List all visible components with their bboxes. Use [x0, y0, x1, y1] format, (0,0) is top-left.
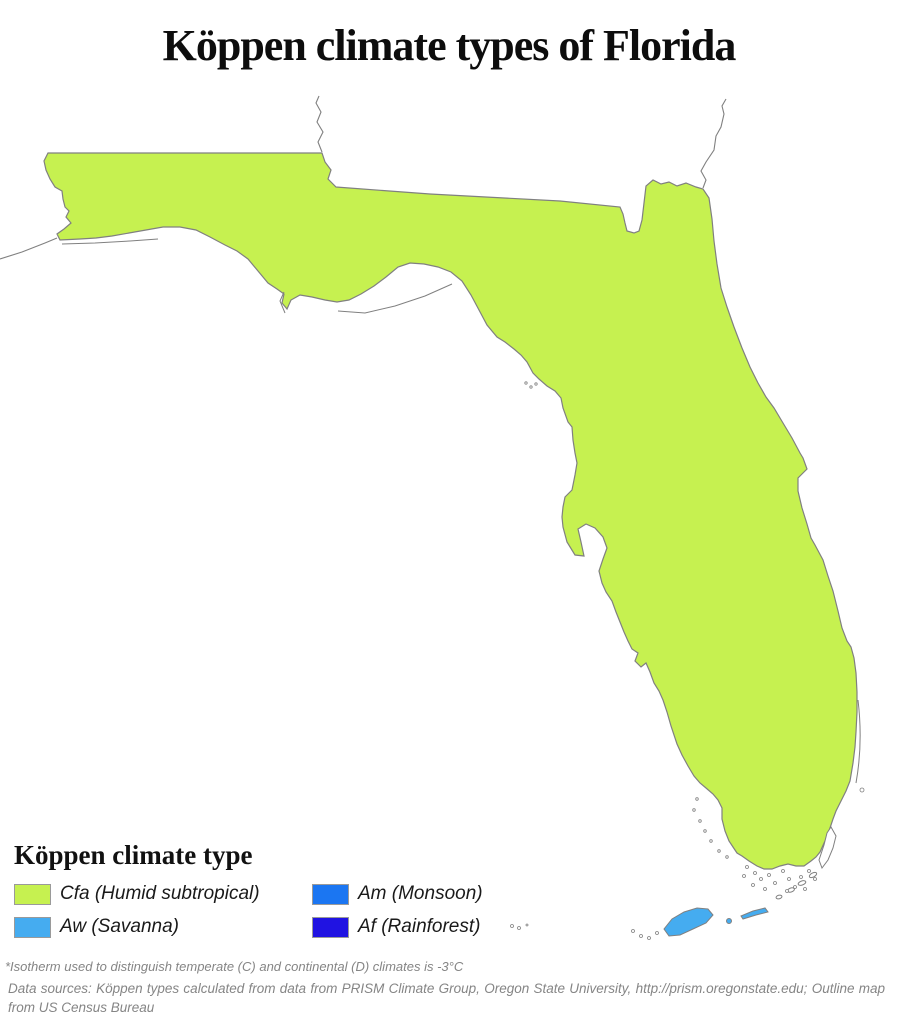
alabama-coast-line [0, 237, 58, 260]
lower-keys-island [663, 907, 714, 937]
small-key [726, 918, 732, 924]
legend-column-right: Am (Monsoon) Af (Rainforest) [312, 883, 534, 938]
legend-label-af: Af (Rainforest) [358, 916, 481, 937]
middle-keys-island [740, 907, 769, 920]
legend-item-af: Af (Rainforest) [312, 916, 534, 938]
legend: Köppen climate type Cfa (Humid subtropic… [14, 840, 534, 938]
florida-keys [663, 826, 837, 937]
legend-item-cfa: Cfa (Humid subtropical) [14, 883, 312, 905]
santa-rosa-island [61, 238, 159, 245]
legend-column-left: Cfa (Humid subtropical) Aw (Savanna) [14, 883, 312, 938]
page-title: Köppen climate types of Florida [162, 21, 737, 70]
legend-item-aw: Aw (Savanna) [14, 916, 312, 938]
georgia-coast-line [700, 98, 727, 189]
upper-keys-islet [797, 880, 807, 886]
legend-title: Köppen climate type [14, 840, 253, 870]
legend-grid: Cfa (Humid subtropical) Aw (Savanna) Am … [14, 883, 534, 938]
aw-color-swatch [14, 916, 51, 938]
legend-label-cfa: Cfa (Humid subtropical) [60, 883, 260, 904]
isotherm-footnote: *Isotherm used to distinguish temperate … [5, 959, 464, 974]
upper-keys-islet [808, 871, 818, 879]
footnotes: *Isotherm used to distinguish temperate … [5, 958, 885, 1017]
st-joseph-spit [279, 291, 286, 314]
florida-outline [43, 152, 858, 870]
neighbor-state-borders [0, 95, 727, 260]
barrier-islands [61, 238, 861, 784]
legend-item-am: Am (Monsoon) [312, 883, 534, 905]
cfa-color-swatch [14, 883, 51, 905]
key-largo-island [818, 826, 837, 870]
chattahoochee-river-line [315, 95, 324, 153]
upper-keys-islet [775, 894, 783, 900]
biscayne-barrier [855, 699, 861, 784]
legend-label-aw: Aw (Savanna) [60, 916, 179, 937]
am-color-swatch [312, 883, 349, 905]
af-color-swatch [312, 916, 349, 938]
small-islets [510, 381, 865, 940]
legend-label-am: Am (Monsoon) [358, 883, 483, 904]
apalachicola-barrier-islands [337, 283, 453, 314]
data-sources-footnote: Data sources: Köppen types calculated fr… [8, 981, 885, 1015]
